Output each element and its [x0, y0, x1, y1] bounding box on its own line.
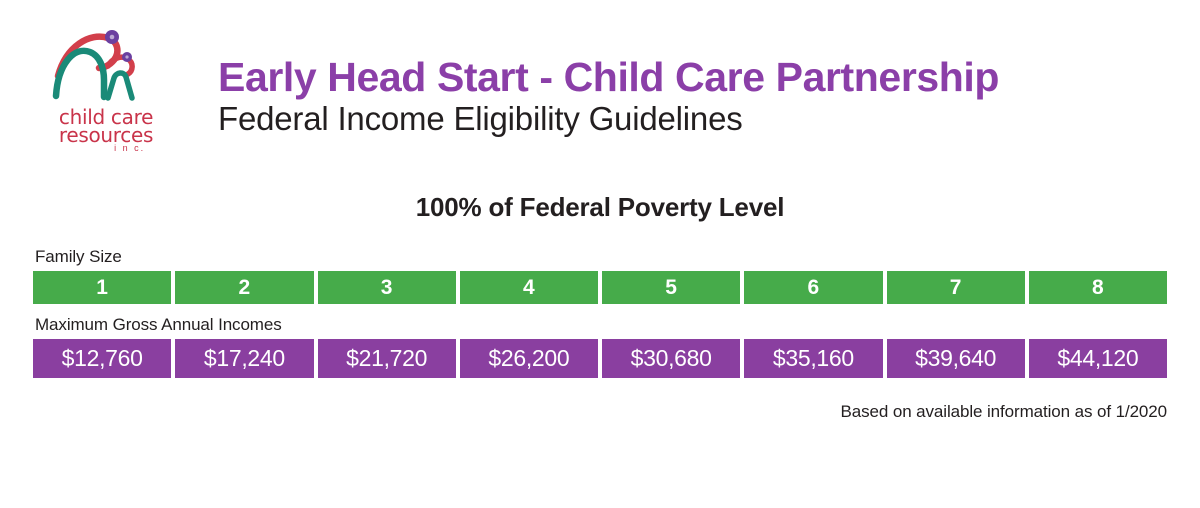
- family-size-label: Family Size: [35, 247, 122, 266]
- income-cell: $44,120: [1028, 339, 1167, 378]
- logo-word-line-3: i n c.: [114, 142, 146, 153]
- income-cell: $39,640: [886, 339, 1025, 378]
- income-cell: $17,240: [175, 339, 314, 378]
- logo-wordmark: child care resources i n c.: [58, 105, 154, 153]
- family-size-cell: 1: [33, 271, 172, 304]
- two-figures-logo-icon: [52, 30, 135, 101]
- row-spacer: [33, 304, 1167, 315]
- family-size-cell: 6: [744, 271, 883, 304]
- logo-word-line-1: child care: [58, 105, 154, 129]
- income-cell: $12,760: [33, 339, 172, 378]
- income-cell: $35,160: [744, 339, 883, 378]
- income-cell: $21,720: [317, 339, 456, 378]
- income-row: $12,760 $17,240 $21,720 $26,200 $30,680 …: [33, 339, 1167, 378]
- family-size-row: 1 2 3 4 5 6 7 8: [33, 271, 1167, 304]
- title-block: Early Head Start - Child Care Partnershi…: [218, 24, 1200, 138]
- income-label: Maximum Gross Annual Incomes: [35, 315, 282, 334]
- page-header: child care resources i n c. Early Head S…: [0, 0, 1200, 152]
- eligibility-table: Family Size 1 2 3 4 5 6 7 8 Maximum Gros…: [33, 247, 1167, 378]
- family-size-cell: 2: [175, 271, 314, 304]
- income-cell: $26,200: [459, 339, 598, 378]
- family-size-cell: 4: [459, 271, 598, 304]
- section-heading: 100% of Federal Poverty Level: [415, 192, 785, 222]
- logo-word-line-2: resources: [58, 123, 154, 148]
- page-title: Early Head Start - Child Care Partnershi…: [218, 54, 1000, 100]
- family-size-cell: 5: [602, 271, 741, 304]
- family-size-cell: 3: [317, 271, 456, 304]
- family-size-cell: 7: [886, 271, 1025, 304]
- income-cell: $30,680: [602, 339, 741, 378]
- footnote: Based on available information as of 1/2…: [840, 402, 1168, 421]
- logo: child care resources i n c.: [26, 24, 186, 152]
- page-subtitle: Federal Income Eligibility Guidelines: [218, 100, 743, 138]
- family-size-cell: 8: [1028, 271, 1167, 304]
